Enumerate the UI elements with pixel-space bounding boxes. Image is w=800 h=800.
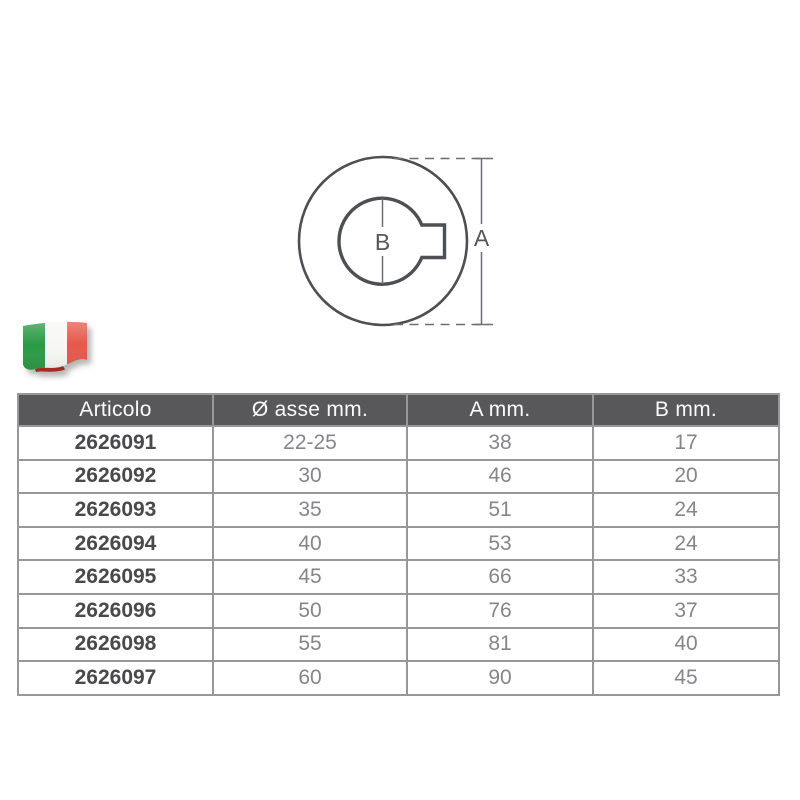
header-articolo: Articolo <box>17 393 214 427</box>
specification-table: Articolo Ø asse mm. A mm. B mm. 2626091 … <box>17 393 780 696</box>
cell-a: 51 <box>406 492 594 528</box>
cell-articolo: 2626097 <box>17 660 214 696</box>
table-body: 2626091 22-25 38 17 2626092 30 46 20 262… <box>17 425 780 696</box>
cell-asse: 60 <box>212 660 408 696</box>
cell-b: 37 <box>592 592 780 629</box>
cell-articolo: 2626095 <box>17 559 214 595</box>
cell-a: 53 <box>406 525 594 562</box>
cell-asse: 35 <box>212 492 408 528</box>
cell-asse: 22-25 <box>212 425 408 461</box>
cell-articolo: 2626098 <box>17 626 214 663</box>
label-a-backplate <box>471 224 492 252</box>
cell-b: 45 <box>592 660 780 696</box>
cell-articolo: 2626092 <box>17 458 214 495</box>
cell-b: 24 <box>592 525 780 562</box>
cell-articolo: 2626091 <box>17 425 214 461</box>
cell-a: 81 <box>406 626 594 663</box>
table-row: 2626092 30 46 20 <box>17 458 780 495</box>
cell-asse: 50 <box>212 592 408 629</box>
table-row: 2626096 50 76 37 <box>17 592 780 629</box>
dimension-label-a: A <box>474 225 490 251</box>
table-row: 2626094 40 53 24 <box>17 525 780 562</box>
cell-articolo: 2626093 <box>17 492 214 528</box>
cell-asse: 30 <box>212 458 408 495</box>
table-header: Articolo Ø asse mm. A mm. B mm. <box>17 393 780 427</box>
outer-circle <box>297 155 469 327</box>
cell-a: 90 <box>406 660 594 696</box>
label-b-backplate <box>370 227 395 256</box>
table-row: 2626093 35 51 24 <box>17 492 780 528</box>
technical-diagram: A B <box>297 155 493 327</box>
cell-a: 46 <box>406 458 594 495</box>
cell-articolo: 2626096 <box>17 592 214 629</box>
dimension-label-b: B <box>375 229 390 255</box>
cell-asse: 45 <box>212 559 408 595</box>
cell-b: 40 <box>592 626 780 663</box>
header-a-mm: A mm. <box>406 393 594 427</box>
table-row: 2626091 22-25 38 17 <box>17 425 780 461</box>
flag-back-fold <box>35 366 65 372</box>
table-row: 2626097 60 90 45 <box>17 660 780 696</box>
italian-flag-icon <box>23 321 87 372</box>
header-row: Articolo Ø asse mm. A mm. B mm. <box>17 393 780 427</box>
table-row: 2626098 55 81 40 <box>17 626 780 663</box>
cell-a: 38 <box>406 425 594 461</box>
header-asse-mm: Ø asse mm. <box>212 393 408 427</box>
table-row: 2626095 45 66 33 <box>17 559 780 595</box>
cell-asse: 55 <box>212 626 408 663</box>
cell-b: 20 <box>592 458 780 495</box>
cell-a: 76 <box>406 592 594 629</box>
cell-b: 24 <box>592 492 780 528</box>
header-b-mm: B mm. <box>592 393 780 427</box>
inner-bore-with-keyway <box>337 196 447 286</box>
cell-b: 17 <box>592 425 780 461</box>
cell-b: 33 <box>592 559 780 595</box>
cell-a: 66 <box>406 559 594 595</box>
cell-articolo: 2626094 <box>17 525 214 562</box>
cell-asse: 40 <box>212 525 408 562</box>
flag-sheen-overlay <box>23 321 87 370</box>
